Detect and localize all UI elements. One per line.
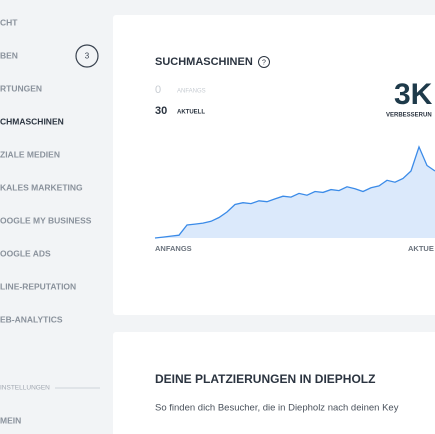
- card-title: DEINE PLATZIERUNGEN IN DIEPHOLZ: [155, 372, 375, 386]
- area: [155, 146, 435, 238]
- nav-item[interactable]: RTUNGEN: [0, 83, 42, 93]
- help-icon[interactable]: [258, 56, 270, 68]
- big-label: VERBESSERUN: [386, 113, 432, 119]
- badge: [75, 44, 99, 68]
- big-value: 3K: [394, 78, 433, 111]
- card: [113, 332, 435, 434]
- card-text: So finden dich Besucher, die in Diepholz…: [155, 403, 399, 414]
- nav-item[interactable]: CHMASCHINEN: [0, 116, 64, 126]
- nav-item[interactable]: CHT: [0, 17, 18, 27]
- nav-item[interactable]: KALES MARKETING: [0, 182, 83, 192]
- badge-text: 3: [85, 52, 90, 61]
- start-label: ANFANGS: [177, 89, 206, 95]
- nav-item[interactable]: ZIALE MEDIEN: [0, 149, 60, 159]
- current-value: 30: [155, 105, 167, 117]
- x-label: AKTUE: [408, 244, 434, 253]
- nav-item[interactable]: BEN: [0, 50, 18, 60]
- nav-item[interactable]: MEIN: [0, 415, 21, 425]
- nav-item[interactable]: OOGLE ADS: [0, 248, 51, 258]
- current-label: AKTUELL: [177, 110, 205, 116]
- section-label: INSTELLUNGEN: [0, 385, 50, 392]
- line: [154, 145, 435, 239]
- nav-item[interactable]: LINE-REPUTATION: [0, 281, 76, 291]
- help-text[interactable]: ?: [262, 59, 266, 66]
- nav-item[interactable]: EB-ANALYTICS: [0, 314, 63, 324]
- card-title: SUCHMASCHINEN: [155, 56, 253, 68]
- x-label: ANFANGS: [155, 244, 192, 253]
- card: [113, 15, 435, 315]
- start-value: 0: [155, 84, 161, 96]
- nav-item[interactable]: OOGLE MY BUSINESS: [0, 215, 92, 225]
